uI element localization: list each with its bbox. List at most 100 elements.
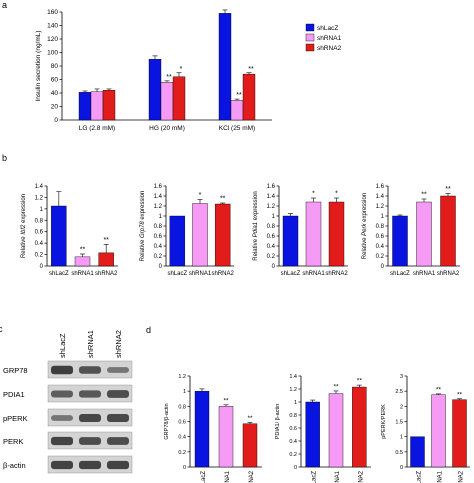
y-tick-label: 0.8 [267, 224, 276, 230]
y-tick-label: 100 [47, 50, 58, 57]
blot-row-label: β-actin [3, 461, 26, 470]
bar-shRNA2 [98, 252, 114, 267]
y-tick-label: 0 [400, 465, 403, 471]
blot-row-label: GRP78 [3, 366, 28, 375]
bar-shRNA2-1 [172, 76, 186, 121]
bar-shRNA1-2 [230, 100, 244, 121]
blot-band [107, 437, 129, 445]
chart-b4: 0 0.2 0.4 0.6 0.8 1 1.2 1.4 1.6 Relative Perk exp… [362, 184, 460, 277]
x-tick-label: shRNA1 [438, 470, 444, 483]
chart-b1: 0 0.2 0.4 0.6 0.8 1 1.2 1.4 Relative Ibf2 expres… [21, 184, 118, 277]
y-tick-label: 120 [47, 36, 58, 43]
y-tick-label: 1.4 [376, 194, 385, 200]
y-axis-title-part: Grp78 [140, 221, 146, 240]
y-axis-title-part: Relative [253, 238, 259, 260]
panel-label-b: b [2, 153, 7, 163]
y-tick-label: 3 [400, 374, 403, 380]
bar-shRNA1 [431, 394, 446, 468]
y-tick-label: 1 [40, 207, 44, 213]
significance-mark: ** [421, 192, 427, 199]
bar-shLacZ-0 [78, 92, 92, 121]
y-tick-label: 0 [381, 264, 385, 270]
panel-label-a: a [2, 0, 7, 10]
chart-d3: 0 0.5 1 1.5 2 2.5 3 pPERK/PERK shLacZ ** shRNA1 ** s… [381, 374, 470, 483]
bar-shRNA1 [192, 203, 208, 267]
legend: shLacZ shRNA1 shRNA2 [305, 23, 342, 52]
blot-band [51, 390, 73, 398]
significance-mark: * [335, 191, 338, 198]
y-tick-label: 1.2 [35, 195, 44, 201]
y-tick-label: 0.8 [376, 224, 385, 230]
y-tick-label: 140 [47, 23, 58, 30]
blot-band [79, 437, 101, 445]
bar-shRNA1 [74, 256, 91, 267]
y-tick-label: 1.2 [376, 204, 385, 210]
x-tick-label: shRNA1 [189, 271, 212, 277]
blot-band [51, 415, 73, 421]
y-tick-label: 0.6 [178, 420, 186, 426]
y-tick-label: 0.4 [376, 244, 385, 250]
significance-mark: ** [457, 391, 463, 398]
significance-mark: ** [333, 383, 339, 390]
y-tick-label: 1.2 [289, 387, 297, 393]
bar-shRNA2 [352, 386, 367, 468]
y-axis-title-part: Ibf2 [21, 224, 27, 236]
bar-shLacZ [282, 215, 299, 267]
y-tick-label: 0 [40, 264, 44, 270]
bar-shRNA2-0 [102, 90, 116, 121]
y-tick-label: 0.4 [289, 439, 297, 445]
x-tick-label: shRNA2 [211, 271, 234, 277]
y-axis-title-part: Perk [362, 223, 368, 238]
y-axis-title-part: Relative [21, 236, 27, 258]
y-tick-label: 1.2 [154, 204, 163, 210]
bar-shLacZ-2 [218, 13, 232, 121]
y-tick-label: 0.4 [267, 244, 276, 250]
y-axis-title: Insulin secretion (ng/mL) [35, 30, 42, 101]
significance-mark: ** [166, 74, 172, 81]
blot-band [79, 460, 101, 470]
panel-label-d: d [146, 325, 151, 335]
bar-shRNA1 [416, 201, 432, 267]
y-tick-label: 1.4 [154, 194, 163, 200]
x-tick-label: shLacZ [312, 471, 318, 483]
bar-shRNA1 [328, 393, 344, 468]
bar-shRNA1 [305, 201, 322, 267]
y-tick-label: 1.6 [154, 184, 163, 190]
x-tick-label: shLacZ [417, 471, 423, 483]
bar-shRNA2 [440, 195, 456, 267]
y-tick-label: 0 [272, 264, 276, 270]
significance-mark: ** [248, 66, 254, 73]
y-tick-label: 0.6 [267, 234, 276, 240]
y-tick-label: 1.6 [376, 184, 385, 190]
y-axis-title-part: expression [140, 191, 146, 222]
chart-b3: 0 0.2 0.4 0.6 0.8 1 1.2 1.4 1.6 Relative Pdia1 ex… [253, 184, 348, 277]
y-tick-label: 1.6 [267, 184, 276, 190]
blot-lane-label: shRNA2 [114, 330, 123, 358]
y-tick-label: 80 [51, 63, 59, 70]
y-axis-title: GRP78/β-actin [164, 403, 170, 439]
significance-mark: * [199, 192, 202, 199]
bar-shRNA1-1 [160, 81, 174, 121]
bar-shRNA2 [214, 203, 231, 267]
y-axis-title: Relative Ibf2 expression [21, 194, 27, 258]
y-tick-label: 1.2 [267, 204, 276, 210]
x-tick-label: shLacZ [281, 271, 301, 277]
legend-swatch-shRNA2 [305, 43, 315, 52]
y-tick-label: 0.6 [35, 230, 44, 236]
blot-band [79, 414, 101, 422]
panel-label-c: c [0, 324, 3, 334]
x-tick-label: shLacZ [49, 271, 69, 277]
significance-mark: ** [80, 247, 86, 254]
bar-shRNA2 [328, 201, 345, 267]
y-tick-label: 0.4 [154, 244, 163, 250]
y-tick-label: 0.8 [35, 218, 44, 224]
chart-d2: 0 0.2 0.4 0.6 0.8 1 1.2 1.4 PDIA1/ β-actin shLacZ… [275, 374, 371, 483]
y-tick-label: 0.2 [267, 254, 276, 260]
y-tick-label: 1 [294, 400, 297, 406]
y-tick-label: 0 [159, 264, 163, 270]
blot-band [107, 390, 129, 398]
bar-shLacZ [194, 390, 210, 468]
y-tick-label: 0 [294, 465, 297, 471]
western-blot: shLacZ shRNA1 shRNA2 GRP78 PDIA1 pPERK PERK β-a… [3, 330, 133, 474]
